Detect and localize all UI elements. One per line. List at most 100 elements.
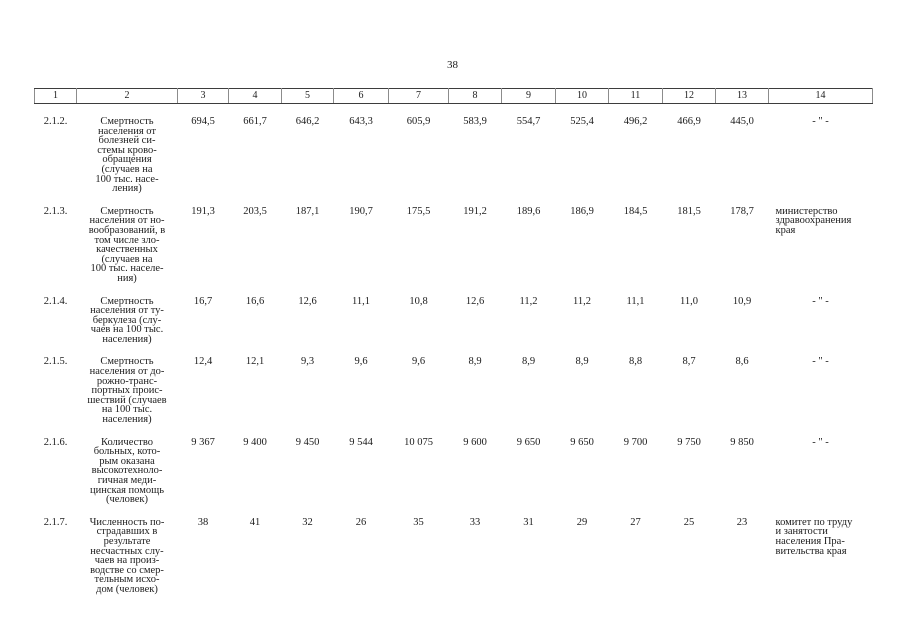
value-cell: 203,5 xyxy=(243,205,267,217)
value-cell: 8,8 xyxy=(628,356,643,368)
column-header: 5 xyxy=(281,88,334,104)
value-cell: 178,7 xyxy=(730,205,754,217)
value-cell: 186,9 xyxy=(570,205,594,217)
column-header: 13 xyxy=(715,88,769,104)
value-cell: 9,6 xyxy=(411,356,426,368)
value-cell: 554,7 xyxy=(516,116,541,127)
column-header: 8 xyxy=(448,88,502,104)
value-cell: 8,6 xyxy=(735,356,749,368)
source-cell: - " - xyxy=(812,436,829,448)
indicator-name: Смертность населения от ту- беркулеза (с… xyxy=(90,295,164,345)
column-header: 11 xyxy=(608,88,663,104)
value-cell: 16,6 xyxy=(245,295,265,307)
row-index: 2.1.6. xyxy=(43,436,68,448)
column-header: 10 xyxy=(555,88,609,104)
value-cell: 8,9 xyxy=(575,356,589,368)
value-cell: 9 367 xyxy=(191,436,215,448)
source-cell: - " - xyxy=(812,116,829,127)
value-cell: 9 600 xyxy=(463,436,487,448)
table-row: 2.1.6. Количество больных, кото- рым ока… xyxy=(35,425,873,505)
value-cell: 35 xyxy=(413,516,424,528)
source-cell: - " - xyxy=(812,295,829,307)
value-cell: 187,1 xyxy=(295,205,320,217)
value-cell: 191,3 xyxy=(191,205,215,217)
value-cell: 181,5 xyxy=(677,205,701,217)
value-cell: 11,1 xyxy=(352,295,370,307)
value-cell: 9 450 xyxy=(295,436,320,448)
table-row: 2.1.3. Смертность населения от но- вообр… xyxy=(35,194,873,284)
value-cell: 9,6 xyxy=(354,356,368,368)
value-cell: 10 075 xyxy=(404,436,433,448)
value-cell: 9 750 xyxy=(677,436,701,448)
value-cell: 583,9 xyxy=(463,116,487,127)
source-cell: министерство здравоохранения края xyxy=(775,205,852,236)
value-cell: 525,4 xyxy=(570,116,594,127)
indicator-name: Численность по- страдавших в результате … xyxy=(89,516,165,595)
row-index: 2.1.3. xyxy=(43,205,68,217)
row-index: 2.1.2. xyxy=(43,116,68,127)
value-cell: 694,5 xyxy=(191,116,215,127)
value-cell: 11,2 xyxy=(573,295,591,307)
value-cell: 29 xyxy=(576,516,588,528)
value-cell: 12,4 xyxy=(193,356,213,368)
value-cell: 9 400 xyxy=(243,436,267,448)
source-cell: комитет по труду и занятости населения П… xyxy=(775,516,853,557)
value-cell: 605,9 xyxy=(406,116,431,127)
indicator-name: Смертность населения от но- вообразовани… xyxy=(88,205,166,284)
table-row: 2.1.4. Смертность населения от ту- берку… xyxy=(35,284,873,345)
table-row: 2.1.7. Численность по- страдавших в резу… xyxy=(35,505,873,595)
value-cell: 466,9 xyxy=(677,116,701,127)
value-cell: 184,5 xyxy=(623,205,648,217)
value-cell: 38 xyxy=(197,516,209,528)
value-cell: 31 xyxy=(523,516,534,528)
row-index: 2.1.4. xyxy=(43,295,68,307)
value-cell: 10,8 xyxy=(409,295,428,307)
column-header: 2 xyxy=(76,88,178,104)
value-cell: 175,5 xyxy=(406,205,431,217)
value-cell: 9 850 xyxy=(730,436,754,448)
value-cell: 445,0 xyxy=(730,116,754,127)
value-cell: 9 544 xyxy=(349,436,373,448)
value-cell: 33 xyxy=(469,516,481,528)
indicator-name: Смертность населения от до- рожно-транс-… xyxy=(87,356,167,426)
value-cell: 496,2 xyxy=(623,116,648,127)
value-cell: 9 650 xyxy=(516,436,541,448)
table-row: 2.1.5. Смертность населения от до- рожно… xyxy=(35,344,873,426)
column-header: 9 xyxy=(501,88,556,104)
value-cell: 10,9 xyxy=(732,295,752,307)
column-header: 7 xyxy=(388,88,449,104)
value-cell: 9 700 xyxy=(623,436,648,448)
indicators-table: 1 2 3 4 5 6 7 8 9 10 11 12 13 14 2.1.2. … xyxy=(34,88,873,595)
value-cell: 9,3 xyxy=(300,356,315,368)
value-cell: 9 650 xyxy=(570,436,594,448)
column-header: 6 xyxy=(333,88,389,104)
value-cell: 25 xyxy=(683,516,695,528)
page-number: 38 xyxy=(447,59,458,71)
column-header: 4 xyxy=(228,88,282,104)
value-cell: 8,9 xyxy=(521,356,536,368)
value-cell: 11,0 xyxy=(680,295,698,307)
value-cell: 23 xyxy=(736,516,748,528)
table-row: 2.1.2. Смертность населения от болезней … xyxy=(35,104,873,194)
column-header: 14 xyxy=(768,88,873,104)
value-cell: 27 xyxy=(630,516,641,528)
value-cell: 191,2 xyxy=(463,205,487,217)
row-index: 2.1.7. xyxy=(43,516,68,528)
table-header-row: 1 2 3 4 5 6 7 8 9 10 11 12 13 14 xyxy=(34,88,873,104)
column-header: 12 xyxy=(662,88,716,104)
value-cell: 190,7 xyxy=(349,205,373,217)
value-cell: 8,7 xyxy=(682,356,696,368)
column-header: 3 xyxy=(177,88,229,104)
value-cell: 11,1 xyxy=(626,295,645,307)
value-cell: 26 xyxy=(355,516,367,528)
value-cell: 189,6 xyxy=(516,205,541,217)
value-cell: 32 xyxy=(302,516,313,528)
value-cell: 12,6 xyxy=(298,295,317,307)
value-cell: 12,1 xyxy=(245,356,265,368)
value-cell: 646,2 xyxy=(295,116,320,127)
column-header: 1 xyxy=(34,88,77,104)
value-cell: 12,6 xyxy=(465,295,485,307)
value-cell: 661,7 xyxy=(243,116,267,127)
indicator-name: Смертность населения от болезней си- сте… xyxy=(95,116,159,195)
